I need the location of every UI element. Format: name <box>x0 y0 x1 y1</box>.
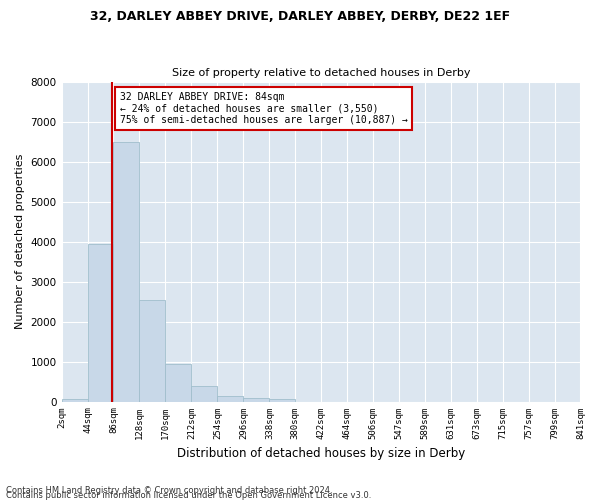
Bar <box>191 386 217 402</box>
Bar <box>139 300 166 402</box>
Bar <box>88 244 113 402</box>
Y-axis label: Number of detached properties: Number of detached properties <box>15 154 25 329</box>
Text: Contains HM Land Registry data © Crown copyright and database right 2024.: Contains HM Land Registry data © Crown c… <box>6 486 332 495</box>
Text: 32 DARLEY ABBEY DRIVE: 84sqm
← 24% of detached houses are smaller (3,550)
75% of: 32 DARLEY ABBEY DRIVE: 84sqm ← 24% of de… <box>119 92 407 125</box>
Text: 32, DARLEY ABBEY DRIVE, DARLEY ABBEY, DERBY, DE22 1EF: 32, DARLEY ABBEY DRIVE, DARLEY ABBEY, DE… <box>90 10 510 23</box>
Bar <box>166 364 191 402</box>
Bar <box>217 396 244 402</box>
Title: Size of property relative to detached houses in Derby: Size of property relative to detached ho… <box>172 68 470 78</box>
Bar <box>244 398 269 402</box>
Bar <box>269 399 295 402</box>
Bar <box>113 142 139 402</box>
Text: Contains public sector information licensed under the Open Government Licence v3: Contains public sector information licen… <box>6 491 371 500</box>
X-axis label: Distribution of detached houses by size in Derby: Distribution of detached houses by size … <box>177 447 465 460</box>
Bar <box>62 400 88 402</box>
